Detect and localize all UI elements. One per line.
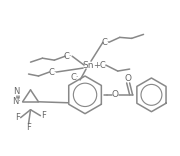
Text: F: F xyxy=(41,111,46,120)
Text: N·: N· xyxy=(12,97,21,106)
Text: +C: +C xyxy=(94,61,106,70)
Text: C·: C· xyxy=(102,38,110,47)
Text: F: F xyxy=(26,123,31,132)
Text: F: F xyxy=(15,113,20,122)
Text: C·: C· xyxy=(64,52,72,61)
Text: N: N xyxy=(14,87,20,96)
Text: C·: C· xyxy=(48,68,57,77)
Text: Sn: Sn xyxy=(82,61,94,70)
Text: O: O xyxy=(111,90,118,99)
Text: O: O xyxy=(124,75,131,83)
Text: C·: C· xyxy=(71,73,79,81)
